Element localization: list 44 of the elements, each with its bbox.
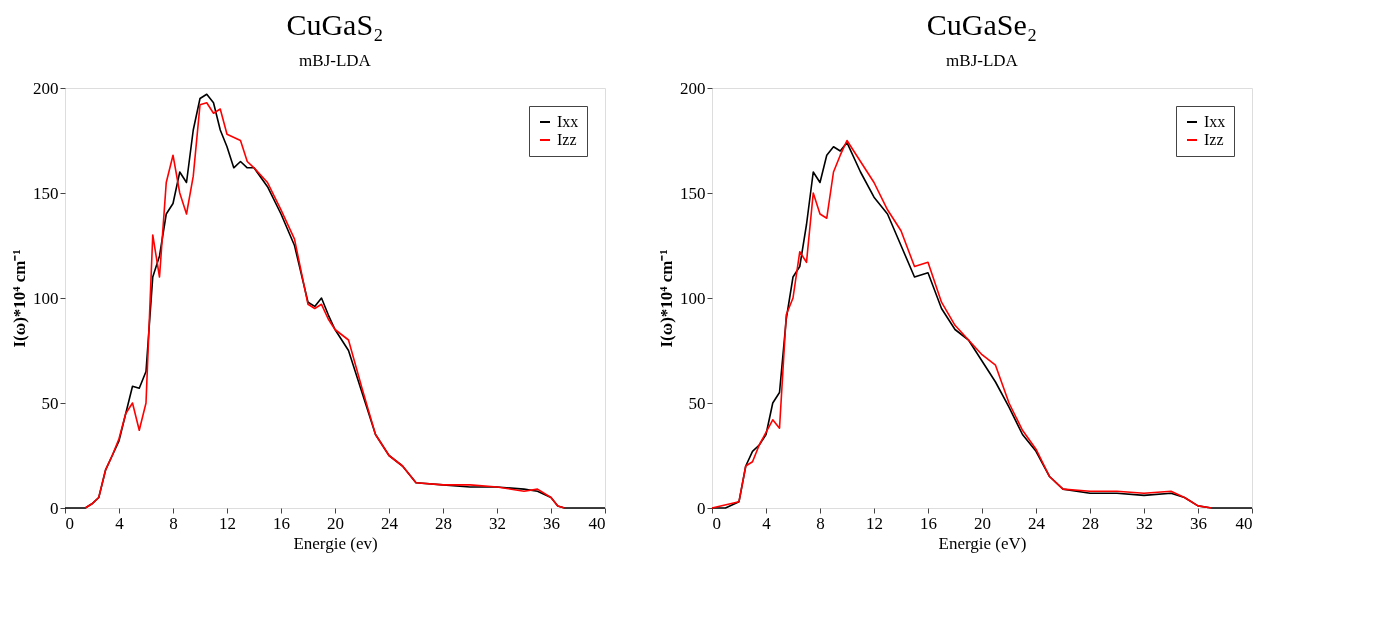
y-tick-label: 200 [680, 78, 706, 98]
y-tick-label: 50 [41, 393, 59, 413]
legend-label: Izz [1204, 131, 1224, 148]
x-axis-title: Energie (ev) [293, 533, 378, 553]
y-tick-label: 50 [688, 393, 706, 413]
y-tick-label: 0 [50, 498, 59, 518]
x-tick-label: 0 [65, 513, 74, 533]
x-tick-label: 40 [588, 513, 606, 533]
y-axis-title: I(ω)*10⁴ cm⁻¹ [657, 249, 676, 348]
chart-subtitle: mBJ-LDA [946, 51, 1019, 70]
x-tick-label: 12 [219, 513, 236, 533]
x-tick-label: 4 [762, 513, 772, 533]
x-tick-label: 20 [327, 513, 344, 533]
x-axis-title: Energie (eV) [938, 533, 1027, 553]
y-tick-label: 100 [680, 288, 706, 308]
y-tick-label: 100 [33, 288, 59, 308]
x-tick-label: 24 [381, 513, 399, 533]
x-tick-label: 0 [712, 513, 721, 533]
y-tick-label: 150 [33, 183, 59, 203]
x-tick-label: 32 [1136, 513, 1153, 533]
x-tick-label: 28 [1082, 513, 1099, 533]
x-tick-label: 32 [489, 513, 506, 533]
x-tick-label: 8 [169, 513, 178, 533]
x-tick-label: 12 [866, 513, 883, 533]
x-tick-label: 8 [816, 513, 825, 533]
x-tick-label: 40 [1235, 513, 1253, 533]
x-tick-label: 28 [435, 513, 452, 533]
x-tick-label: 36 [543, 513, 560, 533]
chart-title: CuGaS₂ [286, 8, 384, 41]
x-tick-label: 16 [273, 513, 290, 533]
y-axis-title: I(ω)*10⁴ cm⁻¹ [10, 249, 29, 348]
y-tick-label: 200 [33, 78, 59, 98]
x-tick-label: 36 [1190, 513, 1207, 533]
y-tick-label: 150 [680, 183, 706, 203]
legend-label: Ixx [557, 113, 579, 130]
chart-title: CuGaSe₂ [926, 8, 1038, 41]
x-tick-label: 24 [1028, 513, 1046, 533]
x-tick-label: 16 [920, 513, 937, 533]
legend-label: Ixx [1204, 113, 1226, 130]
chart-subtitle: mBJ-LDA [299, 51, 372, 70]
x-tick-label: 20 [974, 513, 991, 533]
y-tick-label: 0 [697, 498, 706, 518]
x-tick-label: 4 [115, 513, 125, 533]
legend-label: Izz [557, 131, 577, 148]
